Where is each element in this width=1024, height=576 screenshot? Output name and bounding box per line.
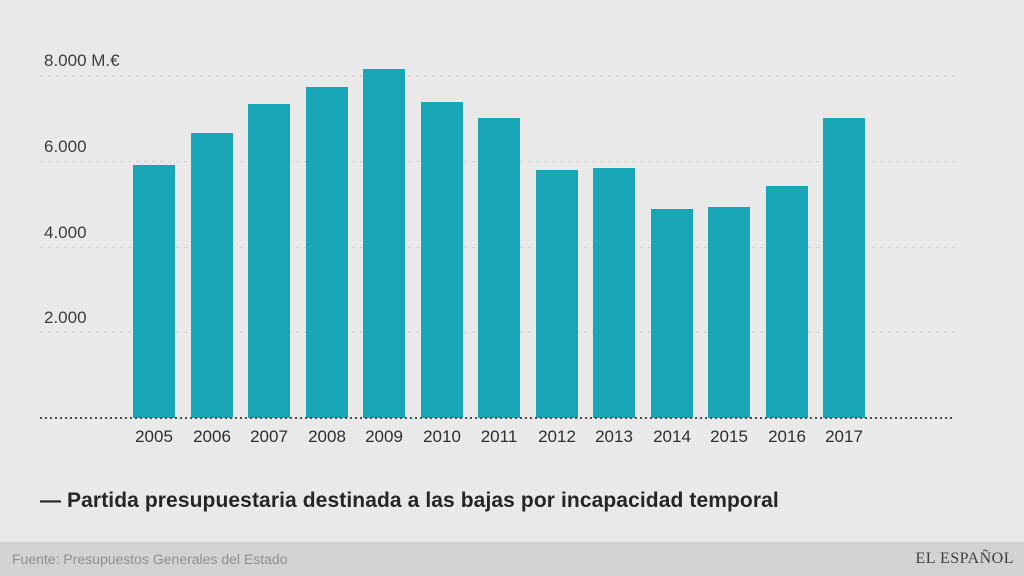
bar-chart-plot: 2.000 4.000 6.000 8.000 M.€ 2005 2006 2007 2008…	[40, 51, 955, 446]
bar-2012	[536, 170, 578, 418]
x-axis-tick-label: 2016	[768, 427, 806, 446]
bar-2007	[248, 104, 290, 418]
footer-bar: Fuente: Presupuestos Generales del Estad…	[0, 542, 1024, 576]
bar-2016	[766, 186, 808, 418]
x-axis-tick-label: 2010	[423, 427, 461, 446]
x-axis-tick-label: 2015	[710, 427, 748, 446]
x-axis-tick-label: 2009	[365, 427, 403, 446]
bar-2015	[708, 207, 750, 418]
bar-2005	[133, 165, 175, 418]
y-axis-tick-label: 2.000	[44, 308, 87, 327]
bar-2013	[593, 168, 635, 418]
y-axis-tick-label: 8.000 M.€	[44, 51, 120, 70]
x-axis-baseline	[40, 417, 955, 419]
bar-2010	[421, 102, 463, 418]
y-axis-tick-label: 6.000	[44, 137, 87, 156]
x-axis-tick-label: 2007	[250, 427, 288, 446]
bar-2017	[823, 118, 865, 418]
brand-logo: EL ESPAÑOL	[915, 550, 1014, 567]
source-text: Fuente: Presupuestos Generales del Estad…	[12, 551, 288, 567]
x-axis-tick-label: 2006	[193, 427, 231, 446]
bar-2011	[478, 118, 520, 418]
legend-label: — Partida presupuestaria destinada a las…	[40, 489, 779, 512]
x-axis-tick-label: 2011	[480, 427, 518, 446]
bar-2006	[191, 133, 233, 418]
x-axis-tick-label: 2017	[825, 427, 863, 446]
y-axis-tick-label: 4.000	[44, 223, 87, 242]
bar-2014	[651, 209, 693, 418]
x-axis-tick-label: 2014	[653, 427, 691, 446]
x-axis-tick-label: 2013	[595, 427, 633, 446]
bar-2008	[306, 87, 348, 418]
bar-2009	[363, 69, 405, 418]
x-axis-tick-label: 2005	[135, 427, 173, 446]
gridline-8000	[40, 75, 955, 76]
x-axis-tick-label: 2012	[538, 427, 576, 446]
x-axis-tick-label: 2008	[308, 427, 346, 446]
